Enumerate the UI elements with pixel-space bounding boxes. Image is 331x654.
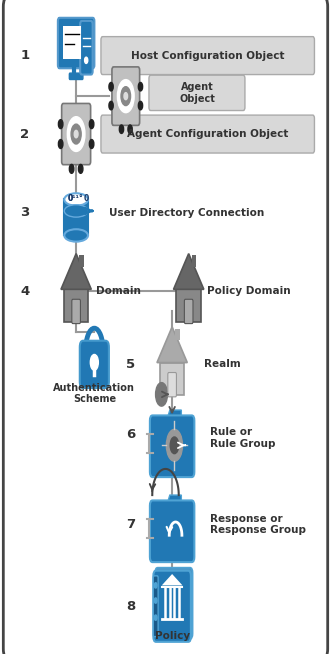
Circle shape bbox=[78, 164, 83, 173]
Circle shape bbox=[89, 139, 94, 148]
Circle shape bbox=[166, 430, 182, 461]
FancyBboxPatch shape bbox=[72, 300, 80, 324]
Polygon shape bbox=[157, 327, 187, 362]
Circle shape bbox=[128, 125, 132, 133]
Text: 2: 2 bbox=[20, 128, 29, 141]
Text: 5: 5 bbox=[126, 358, 135, 371]
FancyBboxPatch shape bbox=[70, 73, 83, 80]
FancyBboxPatch shape bbox=[80, 21, 93, 75]
FancyBboxPatch shape bbox=[153, 576, 158, 637]
Polygon shape bbox=[162, 574, 182, 585]
Circle shape bbox=[138, 101, 143, 110]
Circle shape bbox=[109, 101, 113, 110]
Text: 1: 1 bbox=[20, 49, 29, 62]
Text: Domain: Domain bbox=[96, 286, 141, 296]
Text: Policy Domain: Policy Domain bbox=[207, 286, 291, 296]
Text: 8: 8 bbox=[126, 600, 135, 613]
Circle shape bbox=[156, 383, 167, 406]
Text: 4: 4 bbox=[20, 284, 29, 298]
Circle shape bbox=[69, 164, 74, 173]
FancyBboxPatch shape bbox=[62, 103, 91, 165]
FancyBboxPatch shape bbox=[150, 415, 194, 477]
FancyBboxPatch shape bbox=[192, 255, 196, 267]
Text: 7: 7 bbox=[126, 518, 135, 531]
Circle shape bbox=[67, 116, 85, 152]
Text: 3: 3 bbox=[20, 206, 29, 219]
Text: 0¹¹°: 0¹¹° bbox=[67, 194, 83, 203]
Circle shape bbox=[119, 125, 124, 133]
Circle shape bbox=[154, 598, 157, 603]
Polygon shape bbox=[173, 254, 204, 289]
Polygon shape bbox=[176, 289, 201, 322]
Circle shape bbox=[170, 437, 179, 454]
FancyBboxPatch shape bbox=[79, 255, 84, 267]
FancyBboxPatch shape bbox=[153, 571, 191, 642]
Text: 0: 0 bbox=[68, 194, 73, 203]
FancyBboxPatch shape bbox=[149, 75, 245, 111]
FancyBboxPatch shape bbox=[63, 26, 81, 59]
Polygon shape bbox=[153, 495, 192, 509]
FancyBboxPatch shape bbox=[150, 500, 194, 562]
Text: Rule or
Rule Group: Rule or Rule Group bbox=[210, 427, 276, 449]
Circle shape bbox=[85, 57, 88, 63]
FancyBboxPatch shape bbox=[101, 115, 314, 153]
Circle shape bbox=[124, 93, 127, 99]
Circle shape bbox=[90, 354, 98, 370]
Text: Policy: Policy bbox=[155, 630, 190, 641]
Circle shape bbox=[58, 139, 63, 148]
Ellipse shape bbox=[64, 229, 88, 242]
Text: 6: 6 bbox=[126, 428, 135, 441]
Text: Authentication
Scheme: Authentication Scheme bbox=[53, 383, 135, 404]
FancyBboxPatch shape bbox=[3, 0, 328, 654]
Text: Host Configuration Object: Host Configuration Object bbox=[131, 50, 285, 61]
FancyBboxPatch shape bbox=[168, 373, 176, 397]
Text: User Directory Connection: User Directory Connection bbox=[109, 207, 264, 218]
Text: 0: 0 bbox=[83, 194, 88, 203]
Circle shape bbox=[71, 124, 81, 144]
Polygon shape bbox=[160, 362, 184, 395]
Text: Response or
Response Group: Response or Response Group bbox=[210, 513, 306, 536]
FancyBboxPatch shape bbox=[80, 341, 109, 388]
FancyBboxPatch shape bbox=[155, 568, 193, 639]
Polygon shape bbox=[153, 410, 192, 424]
Circle shape bbox=[138, 82, 143, 91]
Polygon shape bbox=[64, 289, 88, 322]
Text: Agent
Object: Agent Object bbox=[179, 82, 215, 104]
FancyBboxPatch shape bbox=[184, 300, 193, 324]
Circle shape bbox=[74, 130, 78, 138]
Polygon shape bbox=[61, 254, 91, 289]
FancyBboxPatch shape bbox=[101, 37, 314, 75]
FancyBboxPatch shape bbox=[64, 199, 88, 235]
Circle shape bbox=[154, 583, 157, 588]
Ellipse shape bbox=[64, 193, 88, 205]
FancyBboxPatch shape bbox=[112, 67, 140, 126]
FancyBboxPatch shape bbox=[175, 328, 180, 341]
Circle shape bbox=[154, 615, 157, 620]
Text: Realm: Realm bbox=[204, 359, 240, 370]
Circle shape bbox=[118, 80, 134, 112]
Text: Agent Configuration Object: Agent Configuration Object bbox=[127, 129, 289, 139]
Circle shape bbox=[109, 82, 113, 91]
Circle shape bbox=[121, 87, 130, 105]
FancyBboxPatch shape bbox=[58, 18, 94, 68]
Circle shape bbox=[89, 120, 94, 129]
Circle shape bbox=[58, 120, 63, 129]
Ellipse shape bbox=[64, 205, 88, 217]
